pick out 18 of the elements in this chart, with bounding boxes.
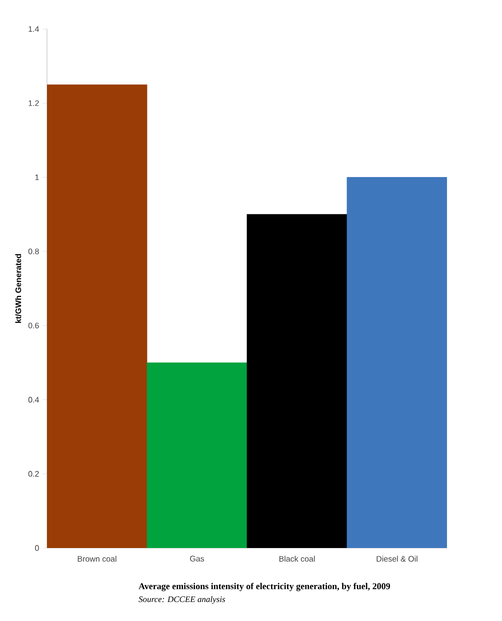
- y-tick-label: 1.2: [28, 100, 39, 106]
- y-tick-label: 0.6: [28, 322, 39, 328]
- y-axis-title: kt/GWh Generated: [15, 254, 22, 323]
- x-tick-label: Black coal: [279, 556, 315, 562]
- y-tick-label: 1: [35, 174, 39, 180]
- x-tick-label: Diesel & Oil: [376, 556, 418, 562]
- bar: [47, 84, 148, 548]
- bar: [346, 177, 447, 548]
- y-tick-label: 0.8: [28, 248, 39, 254]
- y-tick-label: 1.4: [28, 26, 39, 32]
- y-tick-label: 0.4: [28, 396, 39, 403]
- source-note: Source: DCCEE analysis: [138, 596, 226, 604]
- x-tick-label: Brown coal: [78, 556, 116, 562]
- x-tick-label: Gas: [190, 556, 204, 562]
- bar: [146, 362, 248, 548]
- y-tick-label: 0.2: [28, 471, 39, 477]
- text: Average emissions intensity of electricity generation, by fuel, 2009: [138, 582, 390, 592]
- y-tick-label: 0: [35, 545, 39, 551]
